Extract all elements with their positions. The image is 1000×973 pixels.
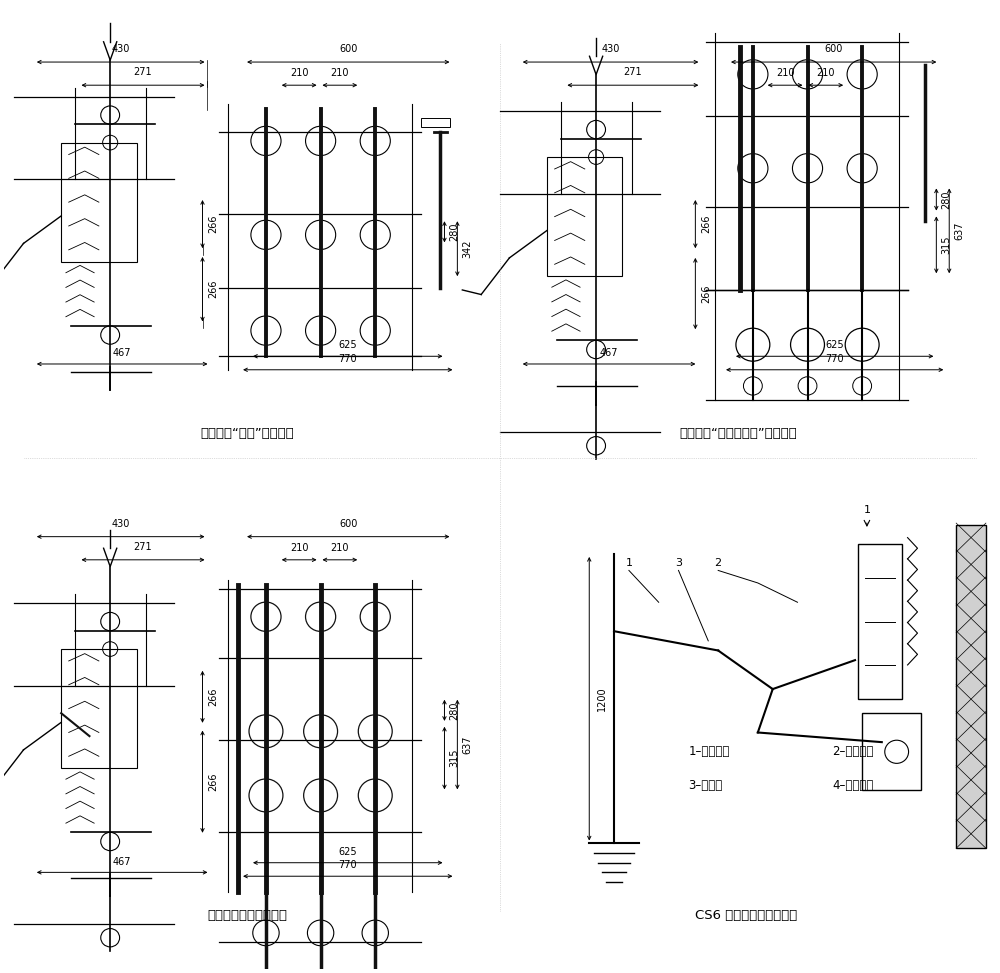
Text: 467: 467	[113, 856, 131, 867]
Text: 2: 2	[715, 559, 722, 568]
Text: 266: 266	[208, 773, 218, 791]
Text: 1: 1	[625, 559, 632, 568]
Text: 210: 210	[331, 68, 349, 79]
Text: 430: 430	[112, 519, 130, 529]
Text: 无脱扣器“变压器保护”负荷开关: 无脱扣器“变压器保护”负荷开关	[679, 427, 797, 440]
Text: 280: 280	[449, 702, 459, 720]
Text: 280: 280	[941, 191, 951, 209]
Text: 无脱扣器“线路”负荷开关: 无脱扣器“线路”负荷开关	[200, 427, 294, 440]
Text: 210: 210	[817, 68, 835, 79]
Text: 266: 266	[701, 215, 711, 234]
Text: 1–负荷开关: 1–负荷开关	[688, 745, 730, 758]
Text: 3–联接杆: 3–联接杆	[688, 779, 723, 792]
Text: 280: 280	[449, 223, 459, 241]
Text: 3: 3	[675, 559, 682, 568]
Text: 210: 210	[290, 543, 308, 553]
Text: 266: 266	[208, 280, 218, 299]
Text: 266: 266	[208, 688, 218, 706]
Text: 625: 625	[338, 847, 357, 857]
Text: 315: 315	[449, 749, 459, 768]
Text: 1: 1	[863, 505, 870, 516]
Text: 210: 210	[290, 68, 308, 79]
Text: 271: 271	[624, 67, 642, 78]
Bar	[862, 713, 921, 790]
Bar	[956, 525, 986, 848]
Text: 266: 266	[701, 284, 711, 303]
Text: 467: 467	[113, 348, 131, 358]
Text: 266: 266	[208, 215, 218, 234]
Text: 770: 770	[338, 354, 357, 364]
Text: 4–操作机构: 4–操作机构	[832, 779, 874, 792]
Text: 637: 637	[462, 736, 472, 754]
Text: 600: 600	[339, 45, 357, 54]
Text: 271: 271	[134, 67, 152, 78]
Text: 430: 430	[601, 45, 620, 54]
Text: 430: 430	[112, 45, 130, 54]
Bar	[61, 143, 137, 262]
Text: 2–联接拐臂: 2–联接拐臂	[832, 745, 874, 758]
Text: 770: 770	[825, 354, 844, 364]
Text: 600: 600	[339, 519, 357, 529]
Text: 210: 210	[331, 543, 349, 553]
Text: 600: 600	[825, 45, 843, 54]
Text: 625: 625	[825, 341, 844, 350]
Text: 315: 315	[941, 235, 951, 254]
Text: 637: 637	[954, 222, 964, 240]
Bar	[61, 649, 137, 768]
Text: 210: 210	[776, 68, 794, 79]
Text: 625: 625	[338, 341, 357, 350]
Bar	[547, 157, 622, 276]
Bar	[858, 544, 902, 699]
Text: 770: 770	[338, 860, 357, 871]
Text: 脱扣器撞击器负荷开关: 脱扣器撞击器负荷开关	[207, 909, 287, 922]
Text: 467: 467	[600, 348, 618, 358]
Text: CS6 操作机构安装示意图: CS6 操作机构安装示意图	[695, 909, 797, 922]
Text: 271: 271	[134, 542, 152, 552]
Bar	[421, 118, 450, 127]
Text: 1200: 1200	[597, 686, 607, 711]
Text: 342: 342	[462, 239, 472, 258]
